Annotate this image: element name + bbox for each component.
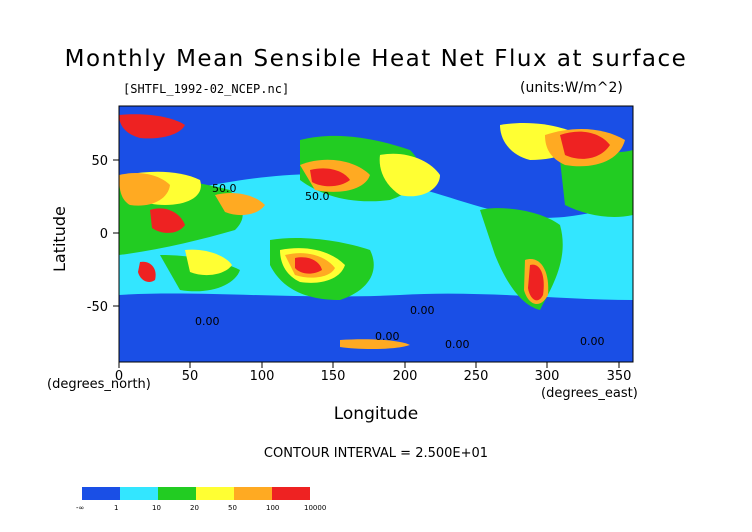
axis-ticks xyxy=(113,159,620,368)
plot-frame xyxy=(118,105,634,363)
contour-label: 0.00 xyxy=(195,315,220,328)
x-axis-label: Longitude xyxy=(333,404,419,424)
colorbar-label: 50 xyxy=(228,504,237,512)
x-tick-label: 50 xyxy=(182,369,199,384)
colorbar-swatch xyxy=(82,487,120,500)
contour-label: 50.0 xyxy=(305,190,330,203)
colorbar-label: 1 xyxy=(114,504,119,512)
x-tick-label: 350 xyxy=(607,369,632,384)
colorbar-swatch xyxy=(272,487,310,500)
file-label: [SHTFL_1992-02_NCEP.nc] xyxy=(123,82,290,96)
x-tick-label: 0 xyxy=(115,369,123,384)
colorbar-swatch xyxy=(196,487,234,500)
y-tick-label: 50 xyxy=(91,154,108,169)
colorbar-label: 10 xyxy=(152,504,161,512)
map-field xyxy=(119,106,633,362)
chart-title: Monthly Mean Sensible Heat Net Flux at s… xyxy=(64,46,688,72)
colorbar-label: 100 xyxy=(266,504,280,512)
x-unit-left: (degrees_north) xyxy=(47,377,151,392)
colorbar-swatch xyxy=(234,487,272,500)
x-tick-label: 250 xyxy=(464,369,489,384)
colorbar-label: 10000 xyxy=(304,504,327,512)
contour-interval: CONTOUR INTERVAL = 2.500E+01 xyxy=(263,446,489,461)
x-tick-label: 150 xyxy=(321,369,346,384)
contour-label: 0.00 xyxy=(410,304,435,317)
y-tick-label: 0 xyxy=(100,227,108,242)
colorbar xyxy=(82,487,310,500)
units-label: (units:W/m^2) xyxy=(520,80,623,96)
x-unit-right: (degrees_east) xyxy=(541,386,638,401)
contour-label: 50.0 xyxy=(212,182,237,195)
x-tick-label: 300 xyxy=(535,369,560,384)
contour-label: 0.00 xyxy=(580,335,605,348)
x-tick-label: 100 xyxy=(250,369,275,384)
colorbar-label: 20 xyxy=(190,504,199,512)
colorbar-label: -∞ xyxy=(76,504,85,512)
x-tick-label: 200 xyxy=(393,369,418,384)
contour-label: 0.00 xyxy=(375,330,400,343)
contour-label: 0.00 xyxy=(445,338,470,351)
y-tick-label: -50 xyxy=(87,300,108,315)
colorbar-swatch xyxy=(120,487,158,500)
colorbar-swatch xyxy=(158,487,196,500)
